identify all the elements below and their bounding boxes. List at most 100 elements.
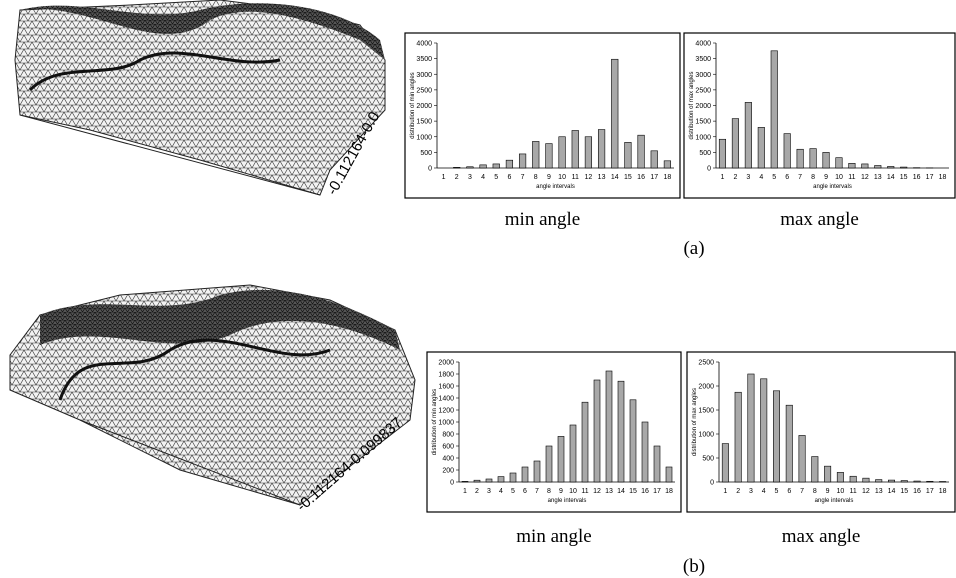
x-tick-label: 15 [900, 488, 908, 495]
bar [519, 154, 526, 168]
y-tick-label: 0 [707, 166, 711, 173]
bar [572, 131, 579, 169]
x-tick-label: 1 [723, 488, 727, 495]
bar [618, 381, 624, 482]
x-tick-label: 12 [861, 174, 869, 181]
bar [594, 380, 600, 482]
x-tick-label: 13 [875, 488, 883, 495]
x-tick-label: 12 [593, 488, 601, 495]
bar [812, 457, 818, 482]
x-tick-label: 12 [585, 174, 593, 181]
bar [522, 467, 528, 482]
bar [498, 477, 504, 482]
x-axis-label: angle intervals [536, 184, 575, 190]
x-tick-label: 18 [664, 174, 672, 181]
x-tick-label: 17 [926, 488, 934, 495]
x-tick-label: 14 [611, 174, 619, 181]
bar [493, 164, 500, 168]
y-tick-label: 500 [702, 456, 714, 463]
mesh-image-b [10, 285, 415, 505]
panel-label: (a) [683, 238, 704, 259]
x-tick-label: 8 [813, 488, 817, 495]
bar [786, 405, 792, 482]
chart-caption: min angle [516, 526, 591, 547]
y-tick-label: 0 [710, 480, 714, 487]
bar [888, 166, 894, 168]
x-tick-label: 4 [499, 488, 503, 495]
x-tick-label: 6 [787, 488, 791, 495]
y-tick-label: 3500 [695, 56, 711, 63]
bar [532, 141, 539, 168]
x-tick-label: 17 [653, 488, 661, 495]
y-tick-label: 2000 [698, 384, 714, 391]
bar [654, 446, 660, 482]
bar [585, 137, 592, 168]
bar [748, 374, 754, 482]
chart-caption: min angle [505, 209, 580, 230]
x-tick-label: 17 [650, 174, 658, 181]
x-tick-label: 13 [874, 174, 882, 181]
bar [745, 102, 751, 168]
x-tick-label: 11 [572, 174, 579, 181]
chart-caption: max angle [782, 526, 861, 547]
x-tick-label: 16 [913, 174, 921, 181]
bar [474, 480, 480, 482]
bar [849, 163, 855, 168]
y-tick-label: 0 [450, 480, 454, 487]
y-axis-label: distribution of max angles [692, 388, 698, 456]
bar [836, 158, 842, 168]
bar [876, 480, 882, 482]
x-tick-label: 2 [736, 488, 740, 495]
bar [462, 481, 468, 482]
x-tick-label: 9 [824, 174, 828, 181]
bar [850, 476, 856, 482]
bar [784, 134, 790, 168]
y-tick-label: 1200 [438, 408, 454, 415]
y-tick-label: 2000 [695, 103, 711, 110]
x-tick-label: 4 [481, 174, 485, 181]
x-tick-label: 6 [523, 488, 527, 495]
x-tick-label: 3 [746, 174, 750, 181]
x-tick-label: 8 [547, 488, 551, 495]
x-tick-label: 2 [455, 174, 459, 181]
y-tick-label: 3500 [416, 56, 432, 63]
bar [900, 167, 906, 168]
x-tick-label: 13 [605, 488, 613, 495]
x-tick-label: 5 [494, 174, 498, 181]
x-tick-label: 10 [558, 174, 566, 181]
x-tick-label: 7 [798, 174, 802, 181]
x-tick-label: 16 [637, 174, 645, 181]
bar [534, 461, 540, 482]
bar [666, 467, 672, 482]
x-tick-label: 5 [772, 174, 776, 181]
x-tick-label: 8 [534, 174, 538, 181]
y-tick-label: 400 [442, 456, 454, 463]
bar [722, 444, 728, 482]
x-tick-label: 3 [468, 174, 472, 181]
x-tick-label: 7 [535, 488, 539, 495]
x-tick-label: 4 [759, 174, 763, 181]
bar [510, 473, 516, 482]
x-tick-label: 10 [835, 174, 843, 181]
bar [664, 161, 671, 168]
x-tick-label: 14 [888, 488, 896, 495]
y-tick-label: 3000 [695, 72, 711, 79]
y-tick-label: 2000 [438, 360, 454, 367]
x-tick-label: 12 [862, 488, 870, 495]
bar [638, 135, 645, 168]
y-tick-label: 0 [428, 166, 432, 173]
y-tick-label: 1500 [416, 119, 432, 126]
panel-label: (b) [683, 556, 705, 577]
x-tick-label: 3 [749, 488, 753, 495]
x-tick-label: 13 [598, 174, 606, 181]
x-axis-label: angle intervals [815, 498, 854, 504]
x-tick-label: 9 [547, 174, 551, 181]
y-tick-label: 500 [699, 150, 711, 157]
x-tick-label: 6 [507, 174, 511, 181]
bar [606, 371, 612, 482]
x-tick-label: 7 [800, 488, 804, 495]
x-tick-label: 18 [939, 174, 947, 181]
chart-caption: max angle [780, 209, 859, 230]
bar [927, 481, 933, 482]
x-axis-label: angle intervals [813, 184, 852, 190]
